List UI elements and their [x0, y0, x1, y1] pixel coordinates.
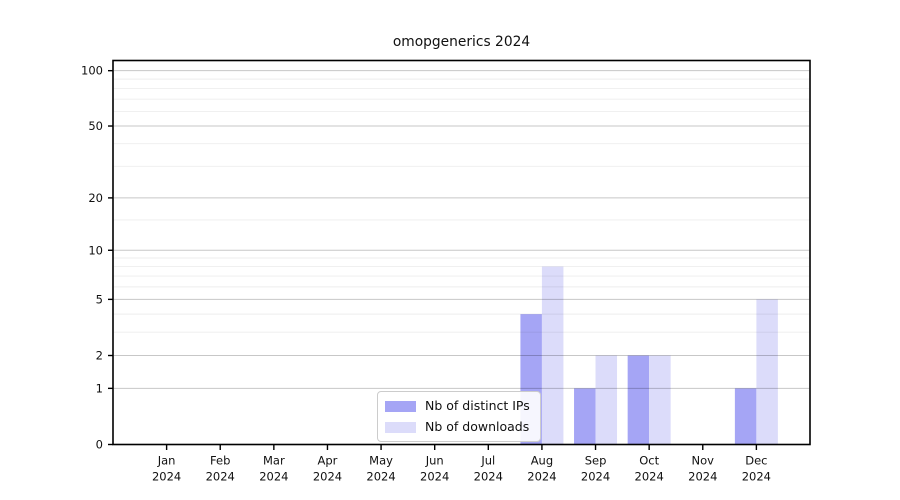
- bar-dec-downloads: [756, 299, 778, 445]
- bar-dec-ips: [734, 388, 757, 445]
- x-tick-label-month: Aug: [531, 454, 553, 468]
- x-tick-label-year: 2024: [152, 470, 181, 484]
- legend-item-ips: Nb of distinct IPs: [385, 398, 530, 414]
- x-tick-label-year: 2024: [366, 470, 395, 484]
- x-tick-label-year: 2024: [259, 470, 288, 484]
- y-tick-label: 50: [88, 119, 103, 133]
- x-tick-label-month: Dec: [745, 454, 767, 468]
- x-tick-label-month: Feb: [210, 454, 230, 468]
- x-tick-label-month: Nov: [692, 454, 715, 468]
- legend: Nb of distinct IPs Nb of downloads: [377, 391, 541, 442]
- y-tick-label: 0: [96, 438, 103, 452]
- x-tick-label-month: Mar: [263, 454, 285, 468]
- x-tick-label-year: 2024: [420, 470, 449, 484]
- bar-aug-downloads: [541, 266, 564, 445]
- x-tick-label-year: 2024: [581, 470, 610, 484]
- bar-sep-downloads: [595, 355, 618, 445]
- chart-title: omopgenerics 2024: [392, 34, 531, 50]
- y-tick-label: 1: [96, 381, 103, 395]
- bar-oct-ips: [627, 355, 650, 445]
- x-tick-label-month: Sep: [585, 454, 607, 468]
- legend-item-downloads: Nb of downloads: [385, 419, 530, 435]
- x-tick-label-month: Oct: [639, 454, 659, 468]
- y-tick-label: 10: [88, 243, 103, 257]
- legend-label-downloads: Nb of downloads: [425, 419, 530, 434]
- x-tick-label-month: Apr: [318, 454, 338, 468]
- bar-oct-downloads: [649, 355, 671, 445]
- y-tick-label: 2: [96, 349, 103, 363]
- x-tick-label-year: 2024: [474, 470, 503, 484]
- x-tick-label-year: 2024: [742, 470, 771, 484]
- x-tick-label-month: Jan: [157, 454, 176, 468]
- x-tick-label-month: May: [369, 454, 393, 468]
- legend-swatch-ips: [385, 400, 416, 412]
- x-tick-label-month: Jul: [480, 454, 495, 468]
- x-tick-label-month: Jun: [425, 454, 444, 468]
- x-tick-label-year: 2024: [206, 470, 235, 484]
- bar-sep-ips: [574, 388, 596, 445]
- x-tick-label-year: 2024: [635, 470, 664, 484]
- x-tick-label-year: 2024: [313, 470, 342, 484]
- y-tick-label: 5: [96, 292, 103, 306]
- legend-swatch-downloads: [385, 421, 416, 433]
- y-tick-label: 20: [88, 191, 103, 205]
- x-tick-label-year: 2024: [527, 470, 556, 484]
- x-tick-label-year: 2024: [688, 470, 717, 484]
- legend-label-ips: Nb of distinct IPs: [425, 398, 530, 413]
- axes-spines: [112, 59, 811, 446]
- y-tick-label: 100: [81, 64, 103, 78]
